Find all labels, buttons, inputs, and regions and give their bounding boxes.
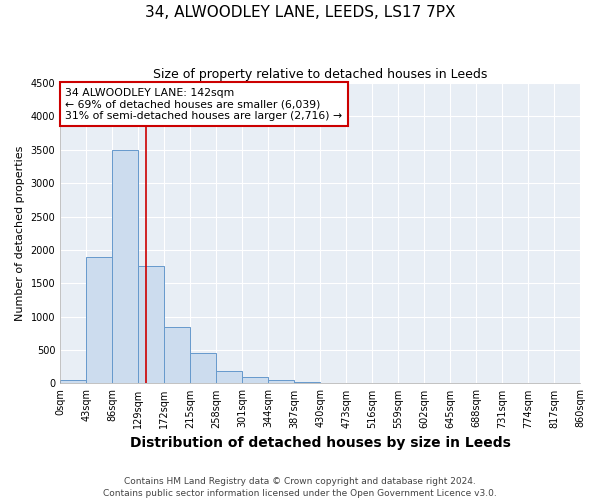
Bar xyxy=(294,382,320,384)
X-axis label: Distribution of detached houses by size in Leeds: Distribution of detached houses by size … xyxy=(130,436,511,450)
Bar xyxy=(216,372,242,384)
Text: 34 ALWOODLEY LANE: 142sqm
← 69% of detached houses are smaller (6,039)
31% of se: 34 ALWOODLEY LANE: 142sqm ← 69% of detac… xyxy=(65,88,343,121)
Bar xyxy=(112,150,138,384)
Bar xyxy=(164,326,190,384)
Bar xyxy=(320,383,346,384)
Bar xyxy=(60,380,86,384)
Bar xyxy=(268,380,294,384)
Bar xyxy=(242,378,268,384)
Text: 34, ALWOODLEY LANE, LEEDS, LS17 7PX: 34, ALWOODLEY LANE, LEEDS, LS17 7PX xyxy=(145,5,455,20)
Text: Contains HM Land Registry data © Crown copyright and database right 2024.
Contai: Contains HM Land Registry data © Crown c… xyxy=(103,476,497,498)
Title: Size of property relative to detached houses in Leeds: Size of property relative to detached ho… xyxy=(153,68,487,80)
Bar xyxy=(190,354,216,384)
Y-axis label: Number of detached properties: Number of detached properties xyxy=(15,146,25,321)
Bar xyxy=(138,266,164,384)
Bar xyxy=(86,256,112,384)
